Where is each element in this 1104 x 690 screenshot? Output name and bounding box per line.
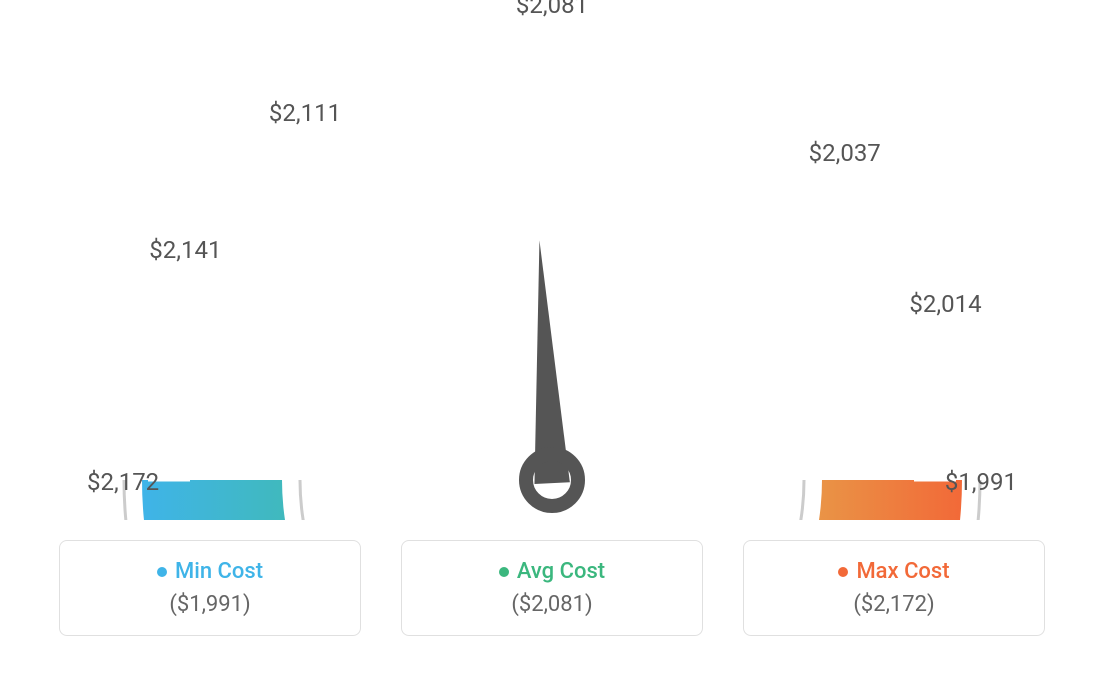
legend-row: Min Cost ($1,991) Avg Cost ($2,081) Max … xyxy=(0,520,1104,676)
gauge-tick-label: $1,991 xyxy=(927,468,1017,496)
dot-min xyxy=(157,567,167,577)
legend-avg-value: ($2,081) xyxy=(432,592,672,617)
legend-min-title: Min Cost xyxy=(90,559,330,584)
gauge-tick-label: $2,081 xyxy=(507,0,597,19)
legend-avg-label: Avg Cost xyxy=(517,559,605,584)
gauge-tick-label: $2,141 xyxy=(149,236,239,264)
legend-min: Min Cost ($1,991) xyxy=(59,540,361,636)
legend-avg: Avg Cost ($2,081) xyxy=(401,540,703,636)
gauge-tick-label: $2,037 xyxy=(791,139,881,167)
gauge-tick-label: $2,111 xyxy=(269,99,359,127)
dot-max xyxy=(838,567,848,577)
legend-max: Max Cost ($2,172) xyxy=(743,540,1045,636)
gauge-tick-label: $2,172 xyxy=(87,468,177,496)
legend-max-value: ($2,172) xyxy=(774,592,1014,617)
legend-max-label: Max Cost xyxy=(856,559,949,584)
gauge-chart: $1,991 $2,014 $2,037 $2,081 $2,111 $2,141 $2,1… xyxy=(0,0,1104,520)
gauge-tick-label: $2,014 xyxy=(892,290,982,318)
legend-min-label: Min Cost xyxy=(175,559,263,584)
dot-avg xyxy=(499,567,509,577)
legend-min-value: ($1,991) xyxy=(90,592,330,617)
legend-max-title: Max Cost xyxy=(774,559,1014,584)
legend-avg-title: Avg Cost xyxy=(432,559,672,584)
